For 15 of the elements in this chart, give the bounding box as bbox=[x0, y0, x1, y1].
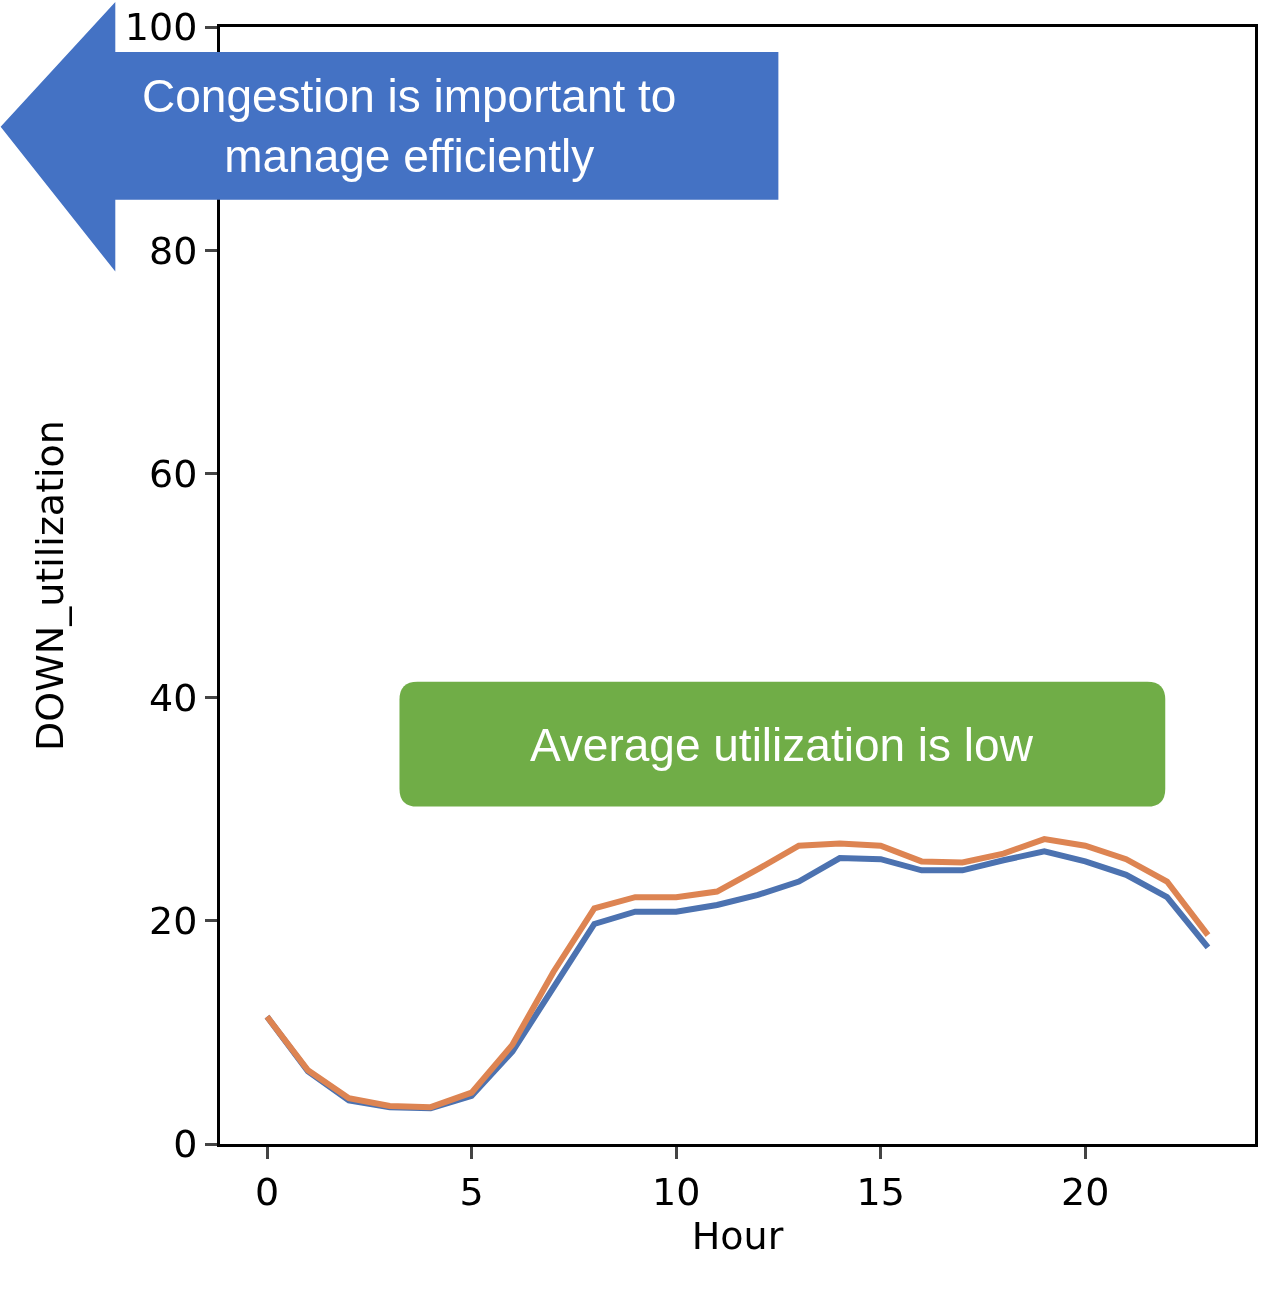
y-tick-label: 80 bbox=[149, 228, 198, 273]
x-tick-label: 0 bbox=[254, 1169, 280, 1214]
x-axis-title: Hour bbox=[691, 1213, 784, 1258]
y-axis-title: DOWN_utilization bbox=[28, 420, 73, 751]
x-tick-label: 5 bbox=[459, 1169, 484, 1214]
y-tick-label: 100 bbox=[124, 5, 198, 50]
annotation: Average utilization is low bbox=[530, 719, 1034, 771]
x-tick-label: 10 bbox=[651, 1169, 701, 1214]
x-tick-label: 15 bbox=[856, 1169, 905, 1214]
annotation: Congestion is important to manage efficiently bbox=[142, 70, 677, 182]
y-tick-label: 60 bbox=[149, 452, 198, 497]
y-tick-label: 20 bbox=[149, 898, 198, 943]
x-tick-label: 20 bbox=[1061, 1169, 1110, 1214]
y-tick-label: 40 bbox=[149, 675, 198, 720]
y-tick-label: 0 bbox=[173, 1122, 198, 1167]
